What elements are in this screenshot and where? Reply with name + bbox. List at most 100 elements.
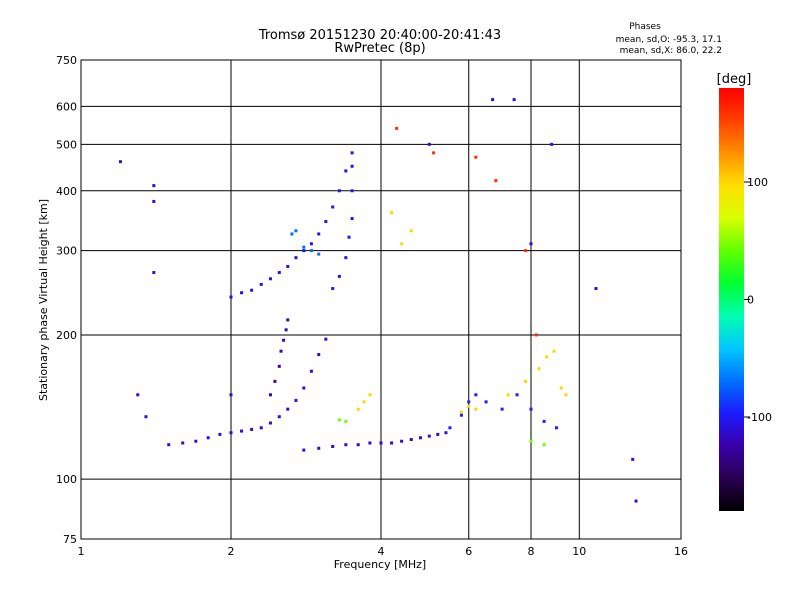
y-axis-ticks: 75 100 200 300 400 500 600 750	[56, 54, 77, 546]
data-point	[294, 398, 298, 402]
data-point	[324, 220, 328, 224]
data-point	[309, 369, 313, 373]
chart-subtitle: RwPretec (8p)	[334, 41, 425, 56]
x-tick-label: 6	[465, 545, 472, 558]
data-point	[324, 337, 328, 341]
x-tick-label: 16	[674, 545, 688, 558]
data-point	[529, 407, 533, 411]
data-point	[279, 349, 283, 353]
data-point	[362, 400, 366, 404]
data-point	[302, 386, 306, 390]
data-point	[427, 434, 431, 438]
data-point	[240, 429, 244, 433]
data-point	[400, 439, 404, 443]
x-tick-label: 8	[528, 545, 535, 558]
stats-line-o: mean, sd,O: -95.3, 17.1	[616, 35, 722, 45]
data-point	[554, 426, 558, 430]
data-point	[559, 386, 563, 390]
data-point	[448, 426, 452, 430]
data-point	[395, 126, 399, 130]
data-point	[344, 419, 348, 423]
data-point	[344, 256, 348, 260]
data-point	[459, 410, 463, 414]
data-point	[277, 364, 281, 368]
data-point	[634, 499, 638, 503]
x-tick-label: 10	[572, 545, 586, 558]
data-point	[459, 413, 463, 417]
plot-grid	[81, 60, 681, 539]
data-point	[524, 249, 528, 253]
colorbar-tick-label: 100	[747, 176, 768, 189]
data-point	[552, 349, 556, 353]
data-point	[284, 328, 288, 332]
data-point	[467, 400, 471, 404]
data-point	[240, 291, 244, 295]
data-point	[194, 439, 198, 443]
data-point	[286, 407, 290, 411]
data-point	[594, 287, 598, 291]
data-point	[409, 229, 413, 233]
data-point	[474, 393, 478, 397]
data-point	[309, 249, 313, 253]
data-point	[390, 211, 394, 215]
data-point	[409, 438, 413, 442]
x-tick-label: 1	[78, 545, 85, 558]
x-axis-label: Frequency [MHz]	[334, 558, 426, 571]
data-point	[144, 415, 148, 419]
data-point	[309, 242, 313, 246]
data-point	[494, 179, 498, 183]
colorbar-tick-label: 0	[747, 294, 754, 307]
data-point	[286, 318, 290, 322]
y-tick-label: 75	[63, 533, 77, 546]
data-point	[181, 441, 185, 445]
data-point	[512, 98, 516, 102]
data-point	[474, 155, 478, 159]
data-point	[268, 277, 272, 281]
y-tick-label: 100	[56, 473, 77, 486]
data-point	[337, 189, 341, 193]
data-point	[317, 252, 321, 256]
data-point	[290, 232, 294, 236]
data-point	[152, 199, 156, 203]
y-axis-label: Stationary phase Virtual Height [km]	[37, 199, 50, 401]
data-point	[218, 432, 222, 436]
data-point	[331, 205, 335, 209]
data-point	[152, 184, 156, 188]
data-point	[350, 151, 354, 155]
data-point	[268, 421, 272, 425]
data-point	[317, 446, 321, 450]
data-point	[534, 333, 538, 337]
data-point	[317, 353, 321, 357]
data-point	[418, 436, 422, 440]
data-point	[302, 245, 306, 249]
colorbar-label: [deg]	[717, 72, 752, 87]
data-point	[317, 232, 321, 236]
y-tick-label: 200	[56, 329, 77, 342]
data-point	[537, 367, 541, 371]
data-point	[542, 443, 546, 447]
data-point	[500, 407, 504, 411]
data-point	[436, 432, 440, 436]
data-point	[545, 355, 549, 359]
data-point	[400, 242, 404, 246]
data-point	[229, 295, 233, 299]
data-point	[229, 393, 233, 397]
data-point	[356, 407, 360, 411]
data-point	[491, 98, 495, 102]
data-point	[268, 393, 272, 397]
data-point	[118, 160, 122, 164]
x-tick-label: 2	[228, 545, 235, 558]
data-point	[229, 431, 233, 435]
data-point	[350, 189, 354, 193]
stats-title: Phases	[629, 22, 661, 32]
colorbar-ticks: 100 0 -100	[744, 176, 772, 424]
data-point	[515, 393, 519, 397]
data-point	[524, 379, 528, 383]
data-point	[259, 426, 263, 430]
data-point	[337, 418, 341, 422]
data-point	[294, 229, 298, 233]
colorbar	[719, 88, 744, 511]
y-tick-label: 750	[56, 54, 77, 67]
data-point	[379, 441, 383, 445]
